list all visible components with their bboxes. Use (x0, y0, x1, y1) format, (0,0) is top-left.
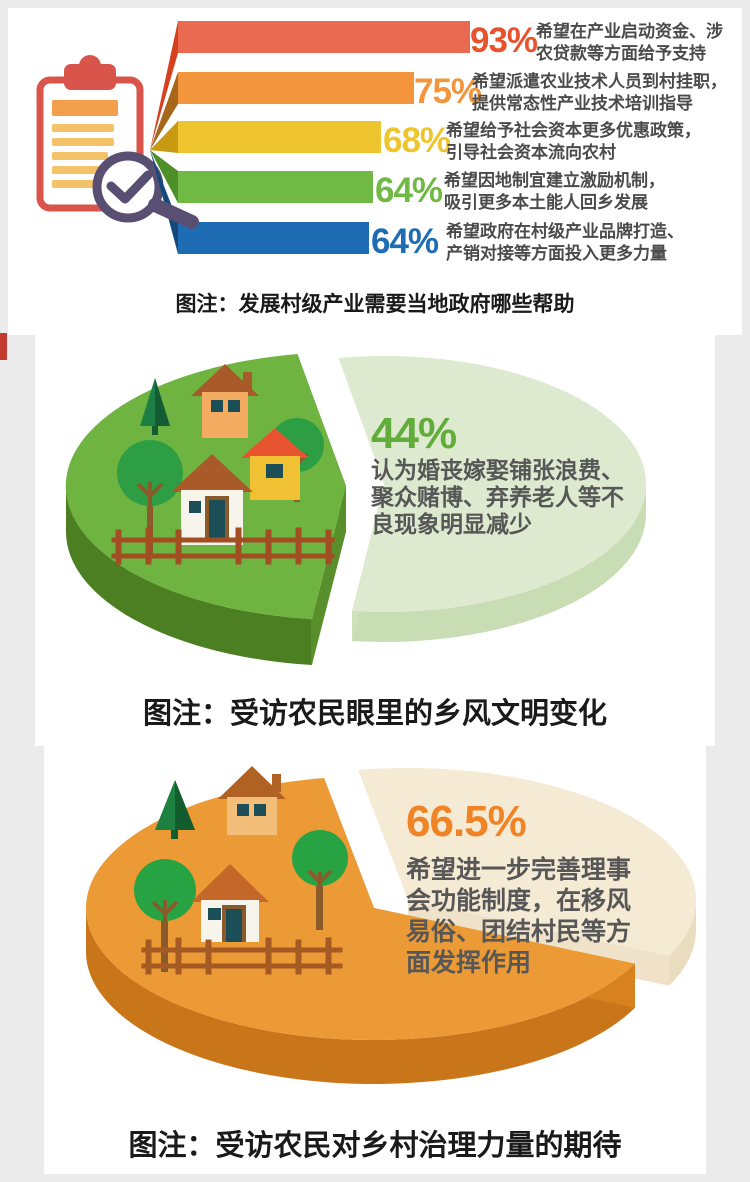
bar-64-green (178, 171, 373, 203)
tree-right (292, 830, 348, 930)
bar-label-64-green: 希望因地制宜建立激励机制， 吸引更多本土能人回乡发展 (444, 171, 665, 212)
bar-chart-caption: 图注：发展村级产业需要当地政府哪些帮助 (175, 293, 575, 316)
bar-64-blue (178, 222, 369, 254)
magnifier-check-icon (92, 151, 164, 223)
house-yellow (241, 428, 309, 500)
civility-pie-caption: 图注：受访农民眼里的乡风文明变化 (142, 698, 607, 730)
house-orange (191, 364, 259, 438)
pie1-label: 认为婚丧嫁娶铺张浪费、 聚众赌博、弃养老人等不 良现象明显减少 (371, 457, 624, 537)
pie2-value: 66.5% (406, 797, 527, 846)
village-illustration (111, 364, 335, 565)
bar-value-64-blue: 64% (371, 222, 439, 261)
magnifier-handle-icon (148, 198, 199, 229)
village-illustration (134, 766, 348, 975)
bar-series (150, 21, 470, 254)
bar-label-93: 希望在产业启动资金、涉 农贷款等方面给予支持 (536, 22, 723, 63)
house-white (171, 454, 253, 545)
house-white (191, 864, 269, 942)
government-help-bar-chart (36, 21, 470, 254)
governance-pie-caption: 图注：受访农民对乡村治理力量的期待 (128, 1130, 622, 1162)
pie-slice-remainder (338, 355, 647, 642)
tree-left (117, 440, 183, 554)
bar-value-68: 68% (383, 121, 451, 160)
governance-pie-chart (86, 766, 697, 1084)
bar-label-68: 希望给予社会资本更多优惠政策， 引导社会资本流向农村 (446, 121, 701, 162)
fence (111, 527, 335, 565)
pie1-value: 44% (371, 409, 457, 458)
bar-value-93: 93% (470, 21, 538, 60)
page-edge-artifact (0, 333, 7, 360)
bar-93 (178, 21, 470, 53)
bar-label-75: 希望派遣农业技术人员到村挂职， 提供常态性产业技术培训指导 (472, 72, 727, 113)
pie-slice-66 (86, 778, 636, 1084)
fence (141, 937, 343, 975)
bar-value-64-green: 64% (375, 171, 443, 210)
tree-left (134, 859, 196, 972)
bar-label-64-blue: 希望政府在村级产业品牌打造、 产销对接等方面投入更多力量 (446, 222, 684, 263)
house-orange (218, 766, 286, 835)
pie2-label: 希望进一步完善理事 会功能制度，在移风 易俗、团结村民等方 面发挥作用 (406, 856, 632, 977)
bar-75 (178, 72, 414, 104)
bar-68 (178, 121, 381, 153)
bar-value-75: 75% (414, 72, 482, 111)
civility-pie-chart (65, 354, 647, 665)
